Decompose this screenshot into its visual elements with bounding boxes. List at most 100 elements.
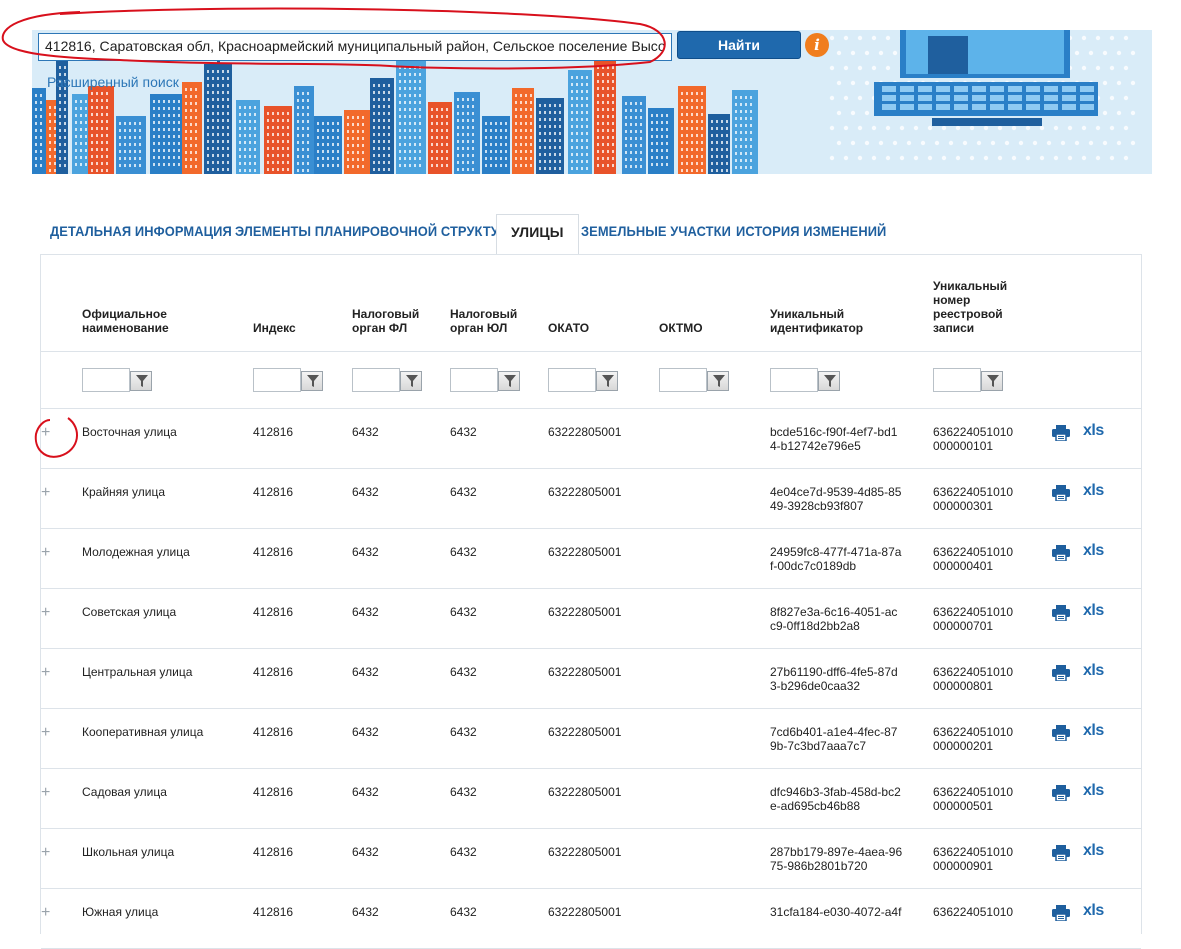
filter-input[interactable] — [82, 368, 130, 392]
column-header-ul: Налоговый орган ЮЛ — [450, 307, 517, 335]
tab-streets[interactable]: Улицы — [496, 214, 579, 255]
xls-export-button[interactable]: xls — [1083, 602, 1104, 619]
expand-row-button[interactable]: + — [41, 784, 51, 801]
column-header-line: Уникальный — [770, 307, 845, 321]
building-window — [302, 106, 304, 109]
building-window — [40, 143, 42, 146]
xls-export-button[interactable]: xls — [1083, 842, 1104, 859]
filter-input[interactable] — [933, 368, 981, 392]
print-icon[interactable] — [1052, 785, 1070, 801]
building-window — [530, 143, 532, 146]
xls-export-button[interactable]: xls — [1083, 902, 1104, 919]
search-input[interactable]: 412816, Саратовская обл, Красноармейский… — [38, 33, 672, 61]
banner-dot — [1095, 35, 1101, 41]
tab-planning-structure[interactable]: Элементы планировочной структуры — [235, 223, 521, 239]
building-window — [472, 133, 474, 136]
xls-export-button[interactable]: xls — [1083, 422, 1104, 439]
filter-input[interactable] — [253, 368, 301, 392]
building-window — [520, 94, 522, 97]
laptop-key — [990, 104, 1004, 110]
filter-button[interactable] — [400, 371, 422, 391]
building-window — [467, 140, 469, 143]
building-window — [378, 105, 380, 108]
filter-input[interactable] — [450, 368, 498, 392]
building-window — [178, 135, 180, 138]
building-window — [404, 157, 406, 160]
filter-input[interactable] — [548, 368, 596, 392]
building-window — [244, 169, 246, 172]
expand-row-button[interactable]: + — [41, 724, 51, 741]
building-window — [419, 87, 421, 90]
okato-code: 63222805001 — [548, 665, 622, 679]
print-icon[interactable] — [1052, 485, 1070, 501]
expand-row-button[interactable]: + — [41, 844, 51, 861]
expand-row-button[interactable]: + — [41, 484, 51, 501]
filter-button[interactable] — [596, 371, 618, 391]
unique-id: bcde516c-f90f-4ef7-bd1 4-b12742e796e5 — [770, 425, 897, 453]
expand-row-button[interactable]: + — [41, 604, 51, 621]
expand-row-button[interactable]: + — [41, 664, 51, 681]
building-window — [399, 87, 401, 90]
tax-office-fl: 6432 — [352, 605, 379, 619]
building-window — [129, 122, 131, 125]
filter-button[interactable] — [498, 371, 520, 391]
building-window — [554, 139, 556, 142]
building-window — [153, 128, 155, 131]
building-window — [96, 134, 98, 137]
building-window — [696, 106, 698, 109]
xls-export-button[interactable]: xls — [1083, 722, 1104, 739]
building-window — [337, 129, 339, 132]
building-window — [571, 160, 573, 163]
building-window — [158, 128, 160, 131]
xls-export-button[interactable]: xls — [1083, 542, 1104, 559]
building-window — [91, 169, 93, 172]
xls-export-button[interactable]: xls — [1083, 482, 1104, 499]
building-window — [190, 102, 192, 105]
tab-history[interactable]: История изменений — [736, 223, 887, 239]
print-icon[interactable] — [1052, 545, 1070, 561]
filter-button[interactable] — [707, 371, 729, 391]
tab-land-plots[interactable]: Земельные участки — [581, 223, 731, 239]
print-icon[interactable] — [1052, 845, 1070, 861]
filter-button[interactable] — [130, 371, 152, 391]
building-window — [544, 125, 546, 128]
building-window — [515, 101, 517, 104]
expand-row-button[interactable]: + — [41, 424, 51, 441]
banner-dot — [976, 140, 982, 146]
expand-row-button[interactable]: + — [41, 544, 51, 561]
info-icon[interactable]: i — [805, 33, 829, 57]
advanced-search-link[interactable]: Расширенный поиск — [47, 74, 179, 90]
filter-button[interactable] — [301, 371, 323, 391]
building-window — [91, 99, 93, 102]
building-window — [520, 164, 522, 167]
print-icon[interactable] — [1052, 905, 1070, 921]
print-icon[interactable] — [1052, 665, 1070, 681]
filter-input[interactable] — [352, 368, 400, 392]
building-window — [322, 164, 324, 167]
banner-dot — [829, 65, 835, 71]
building-window — [735, 124, 737, 127]
building-window — [307, 92, 309, 95]
building-window — [272, 140, 274, 143]
filter-input[interactable] — [659, 368, 707, 392]
xls-export-button[interactable]: xls — [1083, 782, 1104, 799]
banner-dot — [1018, 140, 1024, 146]
building-window — [217, 98, 219, 101]
building-window — [101, 169, 103, 172]
registry-number-line: 000000401 — [933, 559, 994, 573]
xls-export-button[interactable]: xls — [1083, 662, 1104, 679]
tab-details[interactable]: Детальная информация — [50, 223, 232, 239]
building-window — [317, 122, 319, 125]
building-window — [173, 142, 175, 145]
filter-input[interactable] — [770, 368, 818, 392]
print-icon[interactable] — [1052, 725, 1070, 741]
row-divider — [41, 768, 1141, 769]
building-window — [750, 110, 752, 113]
filter-button[interactable] — [981, 371, 1003, 391]
building-window — [207, 147, 209, 150]
filter-button[interactable] — [818, 371, 840, 391]
expand-row-button[interactable]: + — [41, 904, 51, 921]
print-icon[interactable] — [1052, 605, 1070, 621]
print-icon[interactable] — [1052, 425, 1070, 441]
find-button[interactable]: Найти — [677, 31, 801, 59]
